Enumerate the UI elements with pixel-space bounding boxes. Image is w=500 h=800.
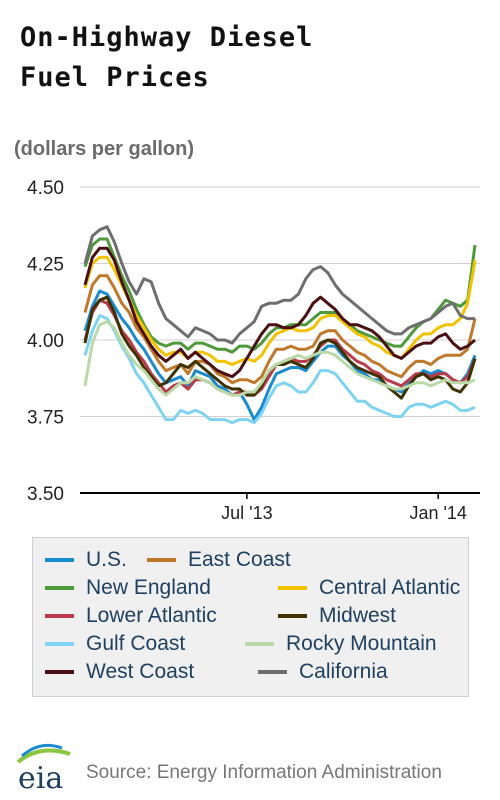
legend-swatch	[245, 642, 274, 646]
legend-label: West Coast	[86, 660, 195, 683]
logo-text: eia	[18, 761, 63, 794]
logo-arc-blue	[21, 743, 63, 758]
chart-grid	[80, 186, 480, 494]
legend-item: U.S.	[45, 548, 127, 572]
legend-label: Midwest	[319, 604, 397, 627]
chart-series-group	[83, 225, 477, 425]
legend-item: Lower Atlantic	[45, 604, 217, 628]
y-axis-ticks: 4.50 4.25 4.00 3.75 3.50	[27, 178, 64, 505]
legend-label: East Coast	[188, 548, 291, 571]
legend-label: Lower Atlantic	[86, 604, 217, 627]
legend-swatch	[278, 586, 307, 590]
y-tick-label: 4.25	[27, 255, 64, 276]
legend-item: Central Atlantic	[278, 576, 460, 600]
legend-item: Rocky Mountain	[245, 632, 437, 656]
series-line-california	[83, 225, 475, 345]
source-note: Source: Energy Information Administratio…	[86, 762, 442, 783]
legend-item: West Coast	[45, 660, 194, 684]
logo-arc-green	[16, 748, 71, 764]
y-tick-label: 3.50	[27, 484, 64, 505]
legend-item: New England	[45, 576, 211, 600]
series-line-u-s	[83, 289, 477, 422]
legend-label: U.S.	[86, 548, 127, 571]
y-tick-label: 4.00	[27, 331, 64, 352]
legend-label: Rocky Mountain	[286, 632, 437, 655]
chart-title-line-2: Fuel Prices	[20, 62, 210, 93]
legend-swatch	[45, 586, 74, 590]
legend-swatch	[45, 558, 74, 562]
x-tick-label: Jan '14	[409, 503, 466, 523]
legend-swatch	[45, 614, 74, 618]
legend-item: Midwest	[278, 604, 396, 628]
legend-label: New England	[86, 576, 211, 599]
legend-label: Gulf Coast	[86, 632, 186, 655]
legend-item: California	[258, 660, 388, 684]
y-axis-units-label: (dollars per gallon)	[14, 138, 195, 160]
legend-item: East Coast	[147, 548, 291, 572]
legend-swatch	[258, 670, 287, 674]
eia-logo: eia	[16, 743, 71, 794]
chart-legend: U.S. East Coast New England Central Atlanti…	[32, 537, 469, 697]
x-tick-label: Jul '13	[221, 503, 272, 523]
legend-swatch	[45, 670, 74, 674]
series-line-gulf-coast	[83, 314, 476, 425]
legend-swatch	[45, 642, 74, 646]
series-line-east-coast	[83, 274, 477, 385]
series-line-rocky-mountain	[83, 320, 476, 397]
chart-title-line-1: On-Highway Diesel	[20, 22, 314, 53]
line-chart: 4.50 4.25 4.00 3.75 3.50 Jul '13 Jan '14	[27, 178, 480, 523]
y-tick-label: 3.75	[27, 408, 64, 429]
chart-title: On-Highway Diesel Fuel Prices	[20, 18, 313, 98]
legend-swatch	[278, 614, 307, 618]
legend-label: California	[299, 660, 388, 683]
legend-label: Central Atlantic	[319, 576, 461, 599]
x-axis-ticks: Jul '13 Jan '14	[221, 493, 467, 523]
legend-item: Gulf Coast	[45, 632, 185, 656]
series-line-central-atlantic	[83, 255, 477, 366]
series-line-west-coast	[83, 246, 476, 379]
y-tick-label: 4.50	[27, 178, 64, 199]
legend-swatch	[147, 558, 176, 562]
